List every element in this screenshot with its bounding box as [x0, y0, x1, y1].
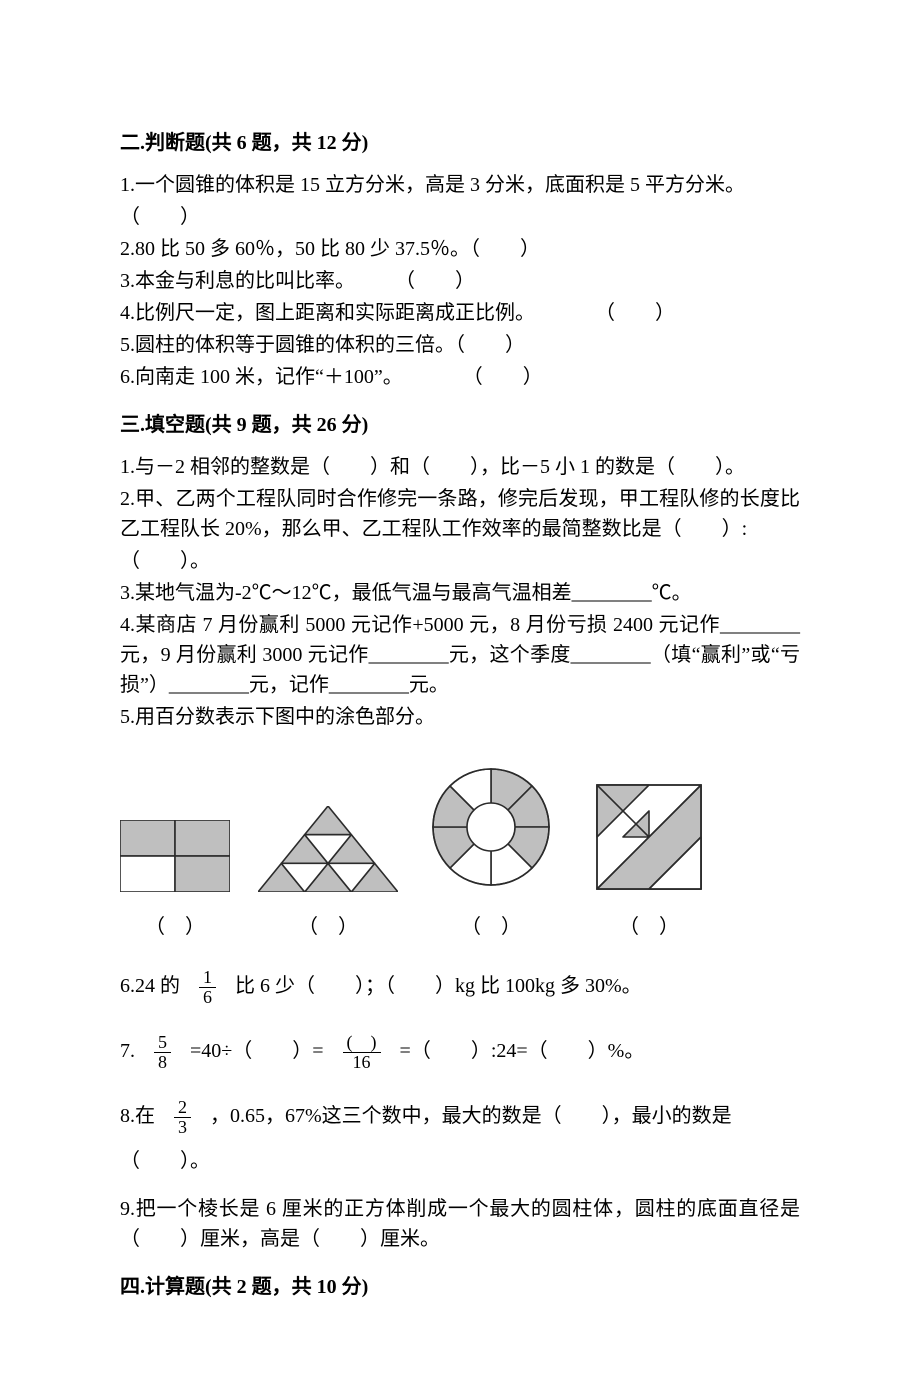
fraction-den: 6	[199, 988, 216, 1007]
s2-q1-line2: （ ）	[120, 202, 800, 232]
fraction-num: 5	[154, 1033, 171, 1053]
s3-q7-a: 7.	[120, 1040, 145, 1062]
section3-title: 三.填空题(共 9 题，共 26 分)	[120, 410, 800, 440]
s2-q2: 2.80 比 50 多 60％，50 比 80 少 37.5％。（ ）	[120, 234, 800, 264]
s3-q1: 1.与－2 相邻的整数是（ ）和（ ），比－5 小 1 的数是（ ）。	[120, 452, 800, 482]
fraction-blank-16: ( ) 16	[343, 1033, 381, 1072]
figure-3-blank: （ ）	[461, 912, 521, 942]
s3-q7-c: =（ ）:24=（ ）%。	[390, 1040, 645, 1062]
s3-q8-a: 8.在	[120, 1105, 165, 1127]
fraction-num: ( )	[343, 1033, 381, 1053]
s3-q8-b: ，0.65，67%这三个数中，最大的数是（ ），最小的数是	[200, 1105, 732, 1127]
triangle-icon	[258, 806, 398, 892]
tangram-icon	[584, 782, 714, 892]
s3-q5: 5.用百分数表示下图中的涂色部分。	[120, 702, 800, 732]
fraction-2-3: 2 3	[174, 1098, 191, 1137]
figure-2-blank: （ ）	[298, 912, 358, 942]
grid-icon	[120, 820, 230, 892]
s3-q4: 4.某商店 7 月份赢利 5000 元记作+5000 元，8 月份亏损 2400…	[120, 610, 800, 700]
s3-q2b: （ ）。	[120, 546, 800, 576]
fraction-den: 8	[154, 1053, 171, 1072]
s3-q9: 9.把一个棱长是 6 厘米的正方体削成一个最大的圆柱体，圆柱的底面直径是（ ）厘…	[120, 1194, 800, 1254]
figure-1-blank: （ ）	[145, 912, 205, 942]
fraction-num: 1	[199, 968, 216, 988]
s2-q5: 5.圆柱的体积等于圆锥的体积的三倍。（ ）	[120, 330, 800, 360]
s3-q6-a: 6.24 的	[120, 975, 190, 997]
fraction-5-8: 5 8	[154, 1033, 171, 1072]
s3-q8: 8.在 2 3 ，0.65，67%这三个数中，最大的数是（ ），最小的数是	[120, 1096, 800, 1137]
fraction-den: 16	[343, 1053, 381, 1072]
circle-icon	[426, 762, 556, 892]
figure-row: （ ） （ ） （ ） （ ）	[120, 762, 800, 942]
figure-4: （ ）	[584, 782, 714, 942]
s2-q6: 6.向南走 100 米，记作“＋100”。 （ ）	[120, 362, 800, 392]
section4-title: 四.计算题(共 2 题，共 10 分)	[120, 1272, 800, 1302]
figure-3: （ ）	[426, 762, 556, 942]
s3-q6-b: 比 6 少（ ）；（ ）kg 比 100kg 多 30%。	[225, 975, 642, 997]
s2-q3: 3.本金与利息的比叫比率。 （ ）	[120, 266, 800, 296]
figure-2: （ ）	[258, 806, 398, 942]
s3-q6: 6.24 的 1 6 比 6 少（ ）；（ ）kg 比 100kg 多 30%。	[120, 966, 800, 1007]
s3-q2a: 2.甲、乙两个工程队同时合作修完一条路，修完后发现，甲工程队修的长度比乙工程队长…	[120, 484, 800, 544]
s3-q3: 3.某地气温为-2℃～12℃，最低气温与最高气温相差________℃。	[120, 578, 800, 608]
s3-q8c: （ ）。	[120, 1146, 800, 1176]
fraction-num: 2	[174, 1098, 191, 1118]
s2-q4: 4.比例尺一定，图上距离和实际距离成正比例。 （ ）	[120, 298, 800, 328]
s3-q7: 7. 5 8 =40÷（ ）= ( ) 16 =（ ）:24=（ ）%。	[120, 1031, 800, 1072]
s2-q1-line1: 1.一个圆锥的体积是 15 立方分米，高是 3 分米，底面积是 5 平方分米。	[120, 170, 800, 200]
fraction-1-6: 1 6	[199, 968, 216, 1007]
fraction-den: 3	[174, 1118, 191, 1137]
figure-1: （ ）	[120, 820, 230, 942]
section2-title: 二.判断题(共 6 题，共 12 分)	[120, 128, 800, 158]
s3-q7-b: =40÷（ ）=	[180, 1040, 334, 1062]
figure-4-blank: （ ）	[619, 912, 679, 942]
